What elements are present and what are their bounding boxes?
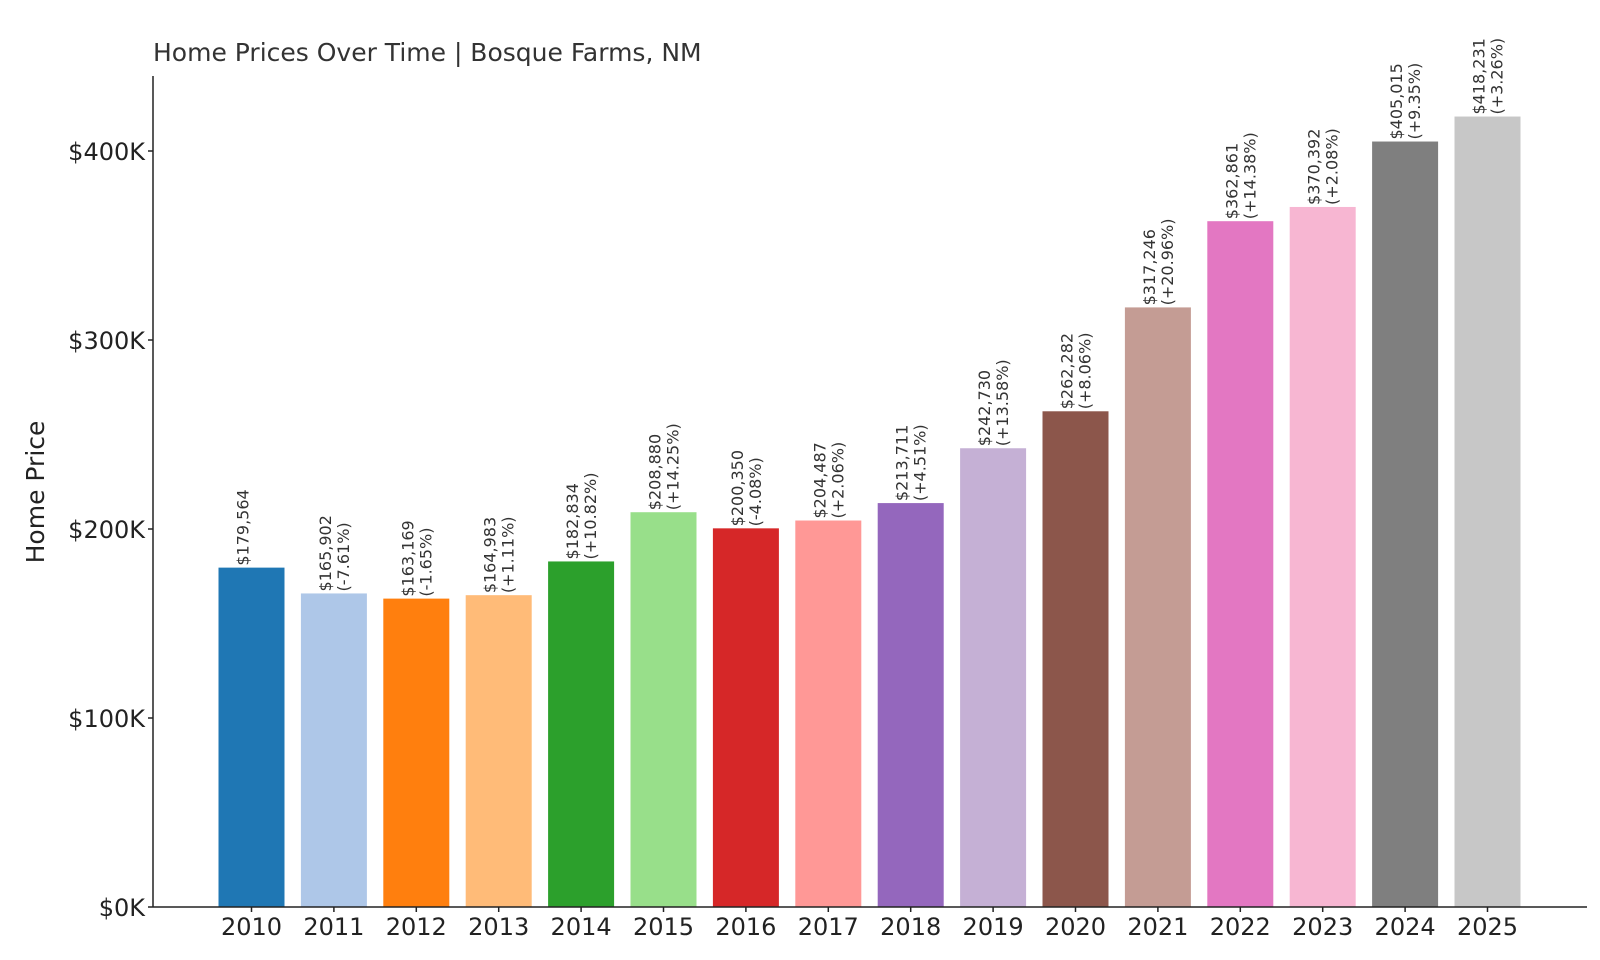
bar-group — [218, 116, 1521, 908]
x-tick-label-2023: 2023 — [1292, 913, 1353, 941]
bar-2020 — [1042, 411, 1109, 907]
bar-2012 — [383, 598, 450, 907]
value-label: $204,487 — [810, 442, 829, 518]
x-tick-label-2016: 2016 — [715, 913, 776, 941]
change-label: (+10.82%) — [581, 473, 600, 560]
value-label: $317,246 — [1140, 229, 1159, 305]
value-label: $163,169 — [398, 520, 417, 596]
x-tick-label-2014: 2014 — [551, 913, 612, 941]
value-label: $262,282 — [1058, 333, 1077, 409]
bar-2023 — [1289, 206, 1356, 908]
bar-2025 — [1454, 116, 1521, 908]
change-label: (+9.35%) — [1405, 63, 1424, 140]
y-tick-label: $400K — [68, 138, 146, 166]
y-axis-label: Home Price — [21, 421, 50, 564]
data-label-2024: $405,015 (+9.35%) — [1387, 63, 1424, 140]
y-tick-label: $0K — [99, 894, 147, 922]
bar-2010 — [218, 567, 285, 907]
bar-2019 — [960, 448, 1027, 907]
y-tick-label: $300K — [68, 327, 146, 355]
data-label-2018: $213,711 (+4.51%) — [893, 424, 930, 501]
bar-2011 — [300, 593, 367, 907]
change-label: (+1.11%) — [499, 516, 518, 593]
x-tick-label-2022: 2022 — [1210, 913, 1271, 941]
x-tick-label-2012: 2012 — [386, 913, 447, 941]
y-axis-ticks: $0K $100K $200K $300K $400K — [68, 138, 153, 922]
data-label-2011: $165,902 (-7.61%) — [316, 515, 353, 591]
chart-title: Home Prices Over Time | Bosque Farms, NM — [153, 38, 702, 67]
change-label: (+2.08%) — [1323, 128, 1342, 205]
value-label: $242,730 — [975, 370, 994, 446]
value-label: $208,880 — [646, 434, 665, 510]
x-tick-label-2011: 2011 — [303, 913, 364, 941]
change-label: (+3.26%) — [1488, 38, 1507, 115]
x-tick-label-2019: 2019 — [963, 913, 1024, 941]
x-tick-label-2015: 2015 — [633, 913, 694, 941]
bar-2015 — [630, 512, 697, 907]
data-label-2015: $208,880 (+14.25%) — [646, 423, 683, 510]
change-label: (+8.06%) — [1076, 333, 1095, 410]
value-label: $370,392 — [1305, 129, 1324, 205]
data-label-2010: $179,564 — [234, 489, 253, 565]
value-label: $213,711 — [893, 425, 912, 501]
data-label-2021: $317,246 (+20.96%) — [1140, 218, 1177, 305]
data-label-group: $179,564 $165,902 (-7.61%) $163,169 (-1.65%)… — [234, 38, 1507, 597]
data-label-2013: $164,983 (+1.11%) — [481, 516, 518, 593]
y-tick-label: $100K — [68, 705, 146, 733]
bar-2013 — [465, 595, 532, 907]
data-label-2012: $163,169 (-1.65%) — [398, 520, 435, 596]
value-label: $179,564 — [234, 489, 253, 565]
bar-2018 — [877, 503, 944, 907]
data-label-2019: $242,730 (+13.58%) — [975, 359, 1012, 446]
data-label-2023: $370,392 (+2.08%) — [1305, 128, 1342, 205]
bar-2016 — [712, 528, 779, 907]
data-label-2017: $204,487 (+2.06%) — [810, 442, 847, 519]
bar-2024 — [1372, 141, 1439, 907]
x-tick-label-2013: 2013 — [468, 913, 529, 941]
data-label-2020: $262,282 (+8.06%) — [1058, 333, 1095, 410]
value-label: $362,861 — [1222, 143, 1241, 219]
change-label: (+4.51%) — [911, 424, 930, 501]
value-label: $418,231 — [1470, 38, 1489, 114]
change-label: (+20.96%) — [1158, 218, 1177, 305]
change-label: (+14.38%) — [1240, 132, 1259, 219]
bar-2017 — [795, 520, 862, 907]
x-tick-label-2010: 2010 — [221, 913, 282, 941]
data-label-2022: $362,861 (+14.38%) — [1222, 132, 1259, 219]
x-axis-ticks: 2010 2011 2012 2013 2014 2015 2016 2017 2018 2019… — [221, 907, 1518, 941]
data-label-2016: $200,350 (-4.08%) — [728, 450, 765, 526]
change-label: (-4.08%) — [746, 457, 765, 526]
value-label: $182,834 — [563, 483, 582, 559]
x-tick-label-2024: 2024 — [1375, 913, 1436, 941]
bar-2014 — [548, 561, 615, 907]
change-label: (-1.65%) — [416, 528, 435, 597]
x-tick-label-2025: 2025 — [1457, 913, 1518, 941]
x-tick-label-2021: 2021 — [1127, 913, 1188, 941]
bar-2022 — [1207, 221, 1274, 908]
y-tick-label: $200K — [68, 516, 146, 544]
value-label: $164,983 — [481, 517, 500, 593]
x-tick-label-2017: 2017 — [798, 913, 859, 941]
bar-2021 — [1124, 307, 1191, 908]
change-label: (+14.25%) — [664, 423, 683, 510]
value-label: $200,350 — [728, 450, 747, 526]
x-tick-label-2020: 2020 — [1045, 913, 1106, 941]
value-label: $165,902 — [316, 515, 335, 591]
data-label-2025: $418,231 (+3.26%) — [1470, 38, 1507, 115]
change-label: (-7.61%) — [334, 522, 353, 591]
value-label: $405,015 — [1387, 63, 1406, 139]
change-label: (+13.58%) — [993, 359, 1012, 446]
data-label-2014: $182,834 (+10.82%) — [563, 473, 600, 560]
change-label: (+2.06%) — [828, 442, 847, 519]
x-tick-label-2018: 2018 — [880, 913, 941, 941]
